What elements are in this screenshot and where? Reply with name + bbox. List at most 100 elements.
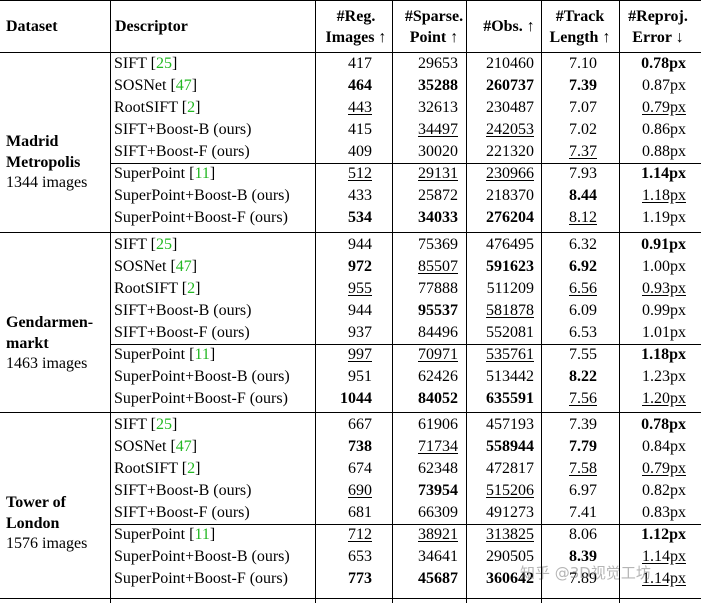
descriptor-name: SuperPoint (114, 526, 190, 543)
citation-link[interactable]: 2 (187, 460, 196, 477)
descriptor-name: SuperPoint+Boost-F (ours) (114, 570, 288, 587)
sparse-cell: 34033 (418, 209, 458, 226)
descriptor-cell: SOSNet [47] (114, 258, 198, 275)
citation-link[interactable]: 25 (155, 416, 172, 433)
obs-cell: 511209 (486, 280, 534, 297)
dataset-image-count: 1463 images (6, 355, 88, 372)
track-cell: 7.37 (569, 143, 597, 160)
err-cell: 0.86px (642, 121, 686, 138)
citation-link[interactable]: 47 (175, 77, 192, 94)
track-cell: 6.09 (569, 302, 597, 319)
citation-link[interactable]: 47 (175, 438, 192, 455)
descriptor-cell: SuperPoint+Boost-F (ours) (114, 208, 288, 228)
header-rule (0, 52, 701, 53)
descriptor-name: SIFT+Boost-B (ours) (114, 302, 252, 319)
descriptor-cell: SuperPoint [11] (114, 346, 216, 363)
sparse-cell: 34641 (418, 548, 458, 565)
sparse-cell: 45687 (418, 570, 458, 587)
err-cell: 1.18px (641, 346, 686, 363)
obs-cell: 558944 (486, 438, 534, 455)
descriptor-name: SuperPoint+Boost-B (ours) (114, 548, 290, 565)
reg-cell: 712 (348, 526, 372, 543)
obs-cell: 591623 (486, 258, 534, 275)
obs-cell: 313825 (486, 526, 534, 543)
top-rule (0, 0, 701, 1)
dataset-name: markt (6, 335, 49, 352)
citation-link[interactable]: 11 (194, 526, 210, 543)
err-cell: 0.78px (641, 416, 686, 433)
track-cell: 6.32 (569, 236, 597, 253)
track-cell: 6.92 (569, 258, 597, 275)
err-cell: 0.87px (642, 77, 686, 94)
descriptor-cell: SuperPoint+Boost-F (ours) (114, 569, 288, 589)
descriptor-cell: SIFT+Boost-F (ours) (114, 503, 250, 523)
citation-link[interactable]: 11 (194, 165, 210, 182)
sparse-cell: 35288 (418, 77, 458, 94)
header-sparse-point-line1: #Sparse. (404, 8, 464, 25)
obs-cell: 360642 (486, 570, 534, 587)
dataset-name: Metropolis (6, 154, 81, 171)
citation-link[interactable]: 2 (187, 99, 196, 116)
reg-cell: 951 (348, 368, 372, 385)
header-reproj-error-line2: Error ↓ (632, 29, 684, 46)
sparse-cell: 61906 (418, 416, 458, 433)
err-cell: 1.14px (642, 548, 686, 565)
reg-cell: 738 (348, 438, 372, 455)
header-obs: #Obs. ↑ (483, 18, 535, 35)
track-cell: 7.79 (569, 438, 597, 455)
header-track-length: #Track Length ↑ (543, 6, 617, 48)
obs-cell: 218370 (486, 187, 534, 204)
sparse-cell: 29653 (418, 55, 458, 72)
reg-cell: 464 (348, 77, 372, 94)
citation-link[interactable]: 47 (175, 258, 192, 275)
reg-cell: 955 (348, 280, 372, 297)
citation-link[interactable]: 25 (155, 55, 172, 72)
descriptor-cell: SIFT+Boost-B (ours) (114, 120, 251, 140)
obs-cell: 552081 (486, 324, 534, 341)
citation-link[interactable]: 2 (187, 280, 196, 297)
sparse-cell: 73954 (418, 482, 458, 499)
track-cell: 8.06 (569, 526, 597, 543)
header-track-length-line1: #Track (555, 8, 605, 25)
citation-link[interactable]: 11 (194, 346, 210, 363)
err-cell: 0.93px (642, 280, 686, 297)
track-cell: 7.41 (569, 504, 597, 521)
track-cell: 7.02 (569, 121, 597, 138)
column-divider (110, 0, 111, 603)
reg-cell: 409 (348, 143, 372, 160)
sparse-cell: 32613 (418, 99, 458, 116)
reg-cell: 937 (348, 324, 372, 341)
descriptor-name: SuperPoint (114, 346, 190, 363)
superpoint-rule (110, 163, 701, 164)
sparse-cell: 62426 (418, 368, 458, 385)
track-cell: 8.22 (569, 368, 597, 385)
bottom-rule (0, 598, 701, 599)
err-cell: 0.79px (642, 99, 686, 116)
descriptor-cell: SuperPoint [11] (114, 165, 216, 182)
sparse-cell: 66309 (418, 504, 458, 521)
descriptor-name: SIFT+Boost-F (ours) (114, 324, 250, 341)
header-track-length-line2: Length ↑ (549, 29, 611, 46)
obs-cell: 513442 (486, 368, 534, 385)
group-rule (0, 232, 701, 233)
track-cell: 7.93 (569, 165, 597, 182)
reg-cell: 443 (348, 99, 372, 116)
err-cell: 0.91px (641, 236, 686, 253)
obs-cell: 290505 (486, 548, 534, 565)
sparse-cell: 34497 (418, 121, 458, 138)
group-rule (0, 412, 701, 413)
superpoint-rule (110, 344, 701, 345)
obs-cell: 276204 (486, 209, 534, 226)
descriptor-cell: SIFT [25] (114, 236, 178, 253)
reg-cell: 534 (348, 209, 372, 226)
err-cell: 0.84px (642, 438, 686, 455)
err-cell: 0.79px (642, 460, 686, 477)
descriptor-name: SuperPoint (114, 165, 190, 182)
header-reproj-error: #Reproj. Error ↓ (620, 6, 696, 48)
citation-link[interactable]: 25 (155, 236, 172, 253)
err-cell: 0.78px (641, 55, 686, 72)
reg-cell: 681 (348, 504, 372, 521)
descriptor-name: SIFT (114, 55, 151, 72)
descriptor-name: SIFT+Boost-B (ours) (114, 121, 252, 138)
descriptor-name: SIFT (114, 416, 151, 433)
